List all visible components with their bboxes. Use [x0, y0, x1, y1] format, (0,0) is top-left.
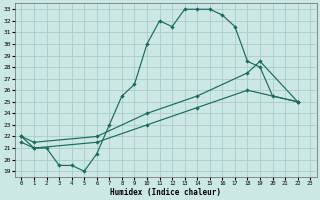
X-axis label: Humidex (Indice chaleur): Humidex (Indice chaleur): [110, 188, 221, 197]
